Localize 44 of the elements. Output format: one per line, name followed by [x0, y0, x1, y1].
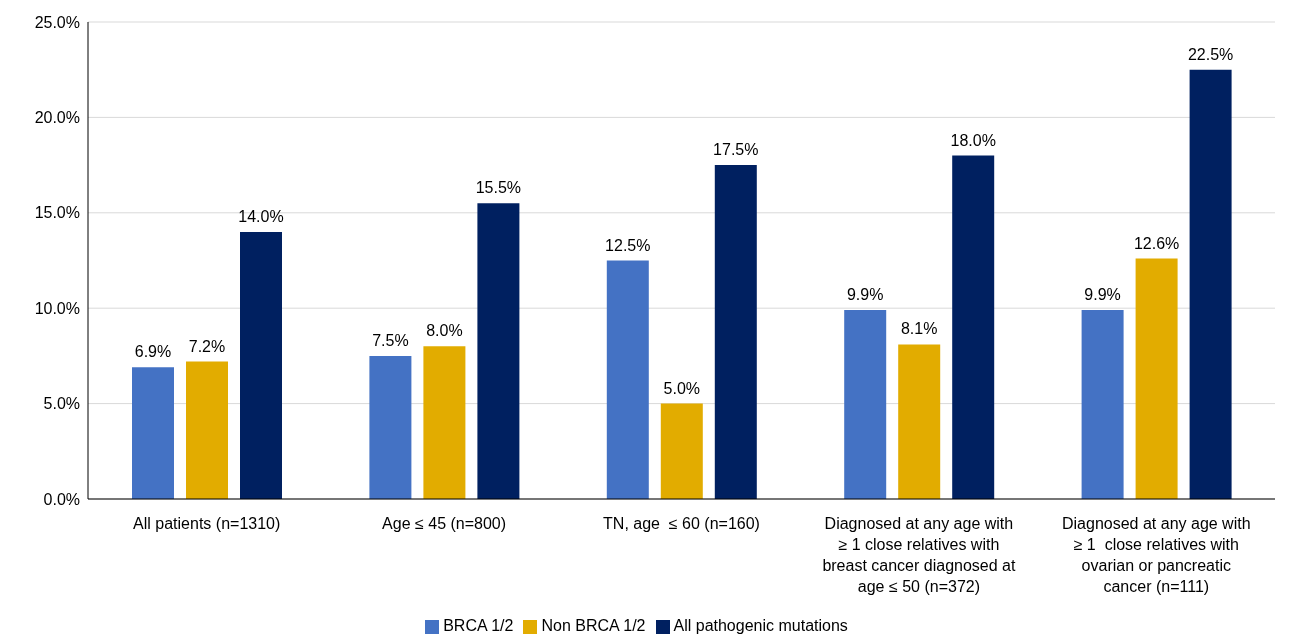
bar	[186, 361, 228, 499]
x-tick-label: Diagnosed at any age with ≥ 1 close relatives with ovarian or pancreatic cancer (n=111)	[1062, 515, 1251, 595]
data-label: 5.0%	[663, 379, 701, 397]
y-tick-label: 10.0%	[34, 299, 80, 317]
data-label: 7.5%	[372, 331, 409, 349]
data-label: 15.5%	[475, 179, 522, 197]
data-label: 6.9%	[134, 343, 172, 361]
bar	[1135, 258, 1178, 499]
bar	[477, 203, 520, 499]
x-tick-label: TN, age ≤ 60 (n=160)	[603, 515, 760, 532]
data-label: 12.6%	[1133, 234, 1180, 252]
bar	[714, 165, 757, 499]
bar	[132, 367, 174, 499]
legend-label: All pathogenic mutations	[673, 617, 848, 634]
bar	[952, 155, 995, 499]
data-label: 8.1%	[900, 320, 938, 338]
bar	[1081, 310, 1124, 499]
legend-label: Non BRCA 1/2	[541, 617, 646, 634]
data-label: 17.5%	[713, 141, 759, 159]
y-tick-label: 15.0%	[34, 204, 80, 222]
data-label: 7.2%	[188, 337, 226, 355]
data-label: 9.9%	[1084, 286, 1121, 304]
data-label: 14.0%	[238, 207, 284, 225]
bar	[844, 310, 887, 499]
bar	[660, 403, 703, 499]
legend-label: BRCA 1/2	[443, 617, 514, 634]
y-tick-label: 0.0%	[43, 490, 80, 508]
y-tick-label: 25.0%	[34, 13, 80, 31]
data-label: 8.0%	[426, 322, 463, 340]
data-label: 12.5%	[605, 236, 651, 254]
data-label: 18.0%	[950, 131, 996, 149]
bar	[240, 231, 282, 499]
data-label: 9.9%	[846, 286, 884, 304]
bar	[423, 346, 466, 499]
bar	[369, 355, 412, 499]
x-tick-label: All patients (n=1310)	[133, 515, 281, 532]
y-tick-label: 5.0%	[43, 395, 80, 413]
x-tick-label: Diagnosed at any age with ≥ 1 close relatives with breast cancer diagnosed at age ≤ 50 (n=372)	[822, 515, 1016, 595]
bar	[606, 260, 649, 499]
data-label: 22.5%	[1187, 45, 1234, 63]
y-tick-label: 20.0%	[34, 109, 80, 127]
bar	[898, 344, 941, 499]
bar	[1189, 69, 1232, 499]
x-tick-label: Age ≤ 45 (n=800)	[382, 515, 507, 532]
